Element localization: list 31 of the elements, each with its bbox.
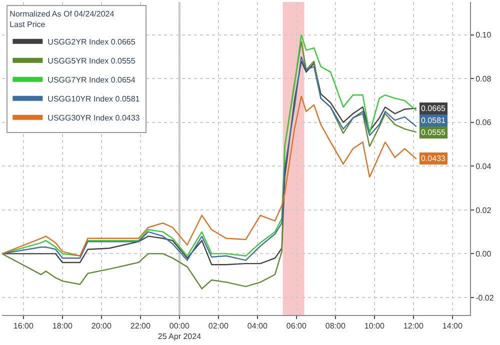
x-tick-label: 08:00: [325, 322, 346, 331]
legend-label: USGG5YR Index 0.0555: [48, 56, 136, 66]
data-label: 0.0555: [421, 128, 446, 137]
x-tick-label: 20:00: [91, 322, 112, 331]
line-series: [2, 96, 417, 256]
data-label: 0.0581: [421, 116, 446, 125]
x-tick-label: 22:00: [130, 322, 152, 331]
x-tick-label: 16:00: [13, 322, 34, 331]
x-tick-label: 04:00: [247, 322, 268, 331]
x-tick-label: 02:00: [208, 322, 230, 331]
y-tick-label: 0.10: [476, 30, 492, 40]
legend-title: Normalized As Of 04/24/2024 Last Price: [10, 10, 115, 29]
y-tick-label: 0.02: [476, 206, 492, 215]
y-tick-label: 0.06: [476, 118, 492, 128]
y-tick-label: 0.04: [476, 162, 492, 171]
legend-label: USGG10YR Index 0.0581: [48, 94, 140, 104]
x-tick-label: 06:00: [286, 322, 308, 331]
x-tick-label: 18:00: [52, 322, 74, 331]
x-tick-label: 12:00: [403, 322, 424, 331]
legend-label: USGG2YR Index 0.0665: [48, 38, 136, 47]
y-tick-label: 0.00: [476, 250, 492, 259]
legend-label: USGG30YR Index 0.0433: [48, 114, 140, 123]
y-tick-label: 0.08: [476, 74, 492, 84]
x-tick-label: 00:00 25 Apr 2024: [158, 322, 202, 341]
y-tick-label: -0.02: [476, 293, 494, 302]
legend-label: USGG7YR Index 0.0654: [48, 76, 136, 85]
x-tick-label: 10:00: [364, 322, 386, 331]
x-tick-label: 14:00: [442, 322, 464, 331]
data-label: 0.0665: [421, 104, 446, 113]
line-series: [2, 40, 417, 290]
data-label: 0.0433: [421, 154, 446, 163]
